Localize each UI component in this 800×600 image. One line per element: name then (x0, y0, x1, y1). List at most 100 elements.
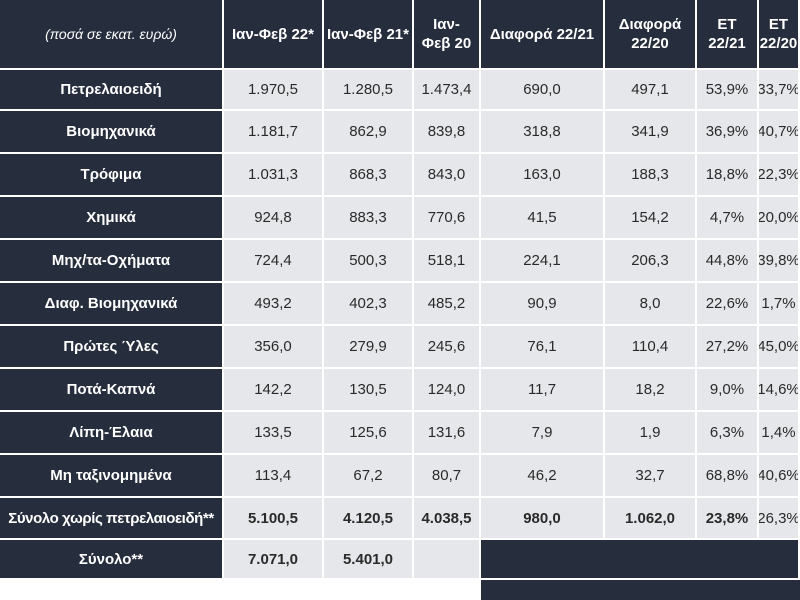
table-cell: 224,1 (481, 240, 605, 283)
row-label: Χημικά (0, 197, 224, 240)
row-label: Μη ταξινομημένα (0, 455, 224, 498)
table-cell: 53,9% (697, 70, 759, 111)
header-caption: (ποσά σε εκατ. ευρώ) (0, 0, 224, 70)
row-label: Μηχ/τα-Οχήματα (0, 240, 224, 283)
table-cell: 862,9 (324, 111, 414, 154)
table-cell: 46,2 (481, 455, 605, 498)
total-dark-block (481, 540, 800, 580)
bottom-dark-block (481, 580, 800, 600)
table-cell: 245,6 (414, 326, 481, 369)
table-cell: 76,1 (481, 326, 605, 369)
table-cell: 27,2% (697, 326, 759, 369)
table-cell: 356,0 (224, 326, 324, 369)
row-label: Τρόφιμα (0, 154, 224, 197)
table-cell: 41,5 (481, 197, 605, 240)
header-jan-feb-22: Ιαν-Φεβ 22* (224, 0, 324, 70)
table-cell: 26,3% (759, 498, 800, 540)
table-cell: 45,0% (759, 326, 800, 369)
header-jan-feb-21: Ιαν-Φεβ 21* (324, 0, 414, 70)
table-cell: 770,6 (414, 197, 481, 240)
table-cell: 133,5 (224, 412, 324, 455)
table-cell: 125,6 (324, 412, 414, 455)
table-cell: 980,0 (481, 498, 605, 540)
table-cell: 493,2 (224, 283, 324, 326)
table-cell: 67,2 (324, 455, 414, 498)
table-cell: 883,3 (324, 197, 414, 240)
table-cell: 40,7% (759, 111, 800, 154)
table-cell: 4.120,5 (324, 498, 414, 540)
table-cell: 130,5 (324, 369, 414, 412)
table-cell: 724,4 (224, 240, 324, 283)
header-change-22-20-line1: ΕΤ (768, 16, 789, 33)
row-label: Βιομηχανικά (0, 111, 224, 154)
table-cell: 7,9 (481, 412, 605, 455)
table-cell: 32,7 (605, 455, 697, 498)
table-cell: 1.181,7 (224, 111, 324, 154)
table-cell: 318,8 (481, 111, 605, 154)
header-diff-22-20-line2: 22/20 (631, 35, 669, 52)
table-cell: 206,3 (605, 240, 697, 283)
table-cell: 497,1 (605, 70, 697, 111)
table-cell: 90,9 (481, 283, 605, 326)
table-cell: 1,7% (759, 283, 800, 326)
table-cell: 154,2 (605, 197, 697, 240)
row-label: Σύνολο χωρίς πετρελαιοειδή** (0, 498, 224, 540)
table-cell: 1.970,5 (224, 70, 324, 111)
table-cell: 500,3 (324, 240, 414, 283)
table-cell: 4.038,5 (414, 498, 481, 540)
table-cell: 924,8 (224, 197, 324, 240)
table-cell: 1.062,0 (605, 498, 697, 540)
bottom-spacer (0, 580, 481, 600)
total-value-21: 5.401,0 (324, 540, 414, 580)
table-cell: 839,8 (414, 111, 481, 154)
header-change-22-20-line2: 22/20 (759, 35, 798, 52)
header-diff-22-21: Διαφορά 22/21 (481, 0, 605, 70)
table-cell: 1,9 (605, 412, 697, 455)
header-jan-feb-20-line2: Φεβ 20 (421, 35, 472, 52)
table-cell: 33,7% (759, 70, 800, 111)
table-cell: 485,2 (414, 283, 481, 326)
table-cell: 18,2 (605, 369, 697, 412)
table-cell: 868,3 (324, 154, 414, 197)
row-label: Πετρελαιοειδή (0, 70, 224, 111)
table-cell: 402,3 (324, 283, 414, 326)
row-label: Ποτά-Καπνά (0, 369, 224, 412)
table-cell: 1.031,3 (224, 154, 324, 197)
table-cell: 341,9 (605, 111, 697, 154)
table-cell: 163,0 (481, 154, 605, 197)
table-cell: 68,8% (697, 455, 759, 498)
table-cell: 1,4% (759, 412, 800, 455)
row-label: Διαφ. Βιομηχανικά (0, 283, 224, 326)
table-cell: 44,8% (697, 240, 759, 283)
table-cell: 8,0 (605, 283, 697, 326)
table-cell: 279,9 (324, 326, 414, 369)
table-cell: 1.280,5 (324, 70, 414, 111)
header-jan-feb-20-line1: Ιαν- (433, 16, 460, 33)
table-cell: 36,9% (697, 111, 759, 154)
table-cell: 131,6 (414, 412, 481, 455)
table-cell: 6,3% (697, 412, 759, 455)
table-cell: 1.473,4 (414, 70, 481, 111)
table-cell: 113,4 (224, 455, 324, 498)
header-change-22-21: ΕΤ 22/21 (697, 0, 759, 70)
table-cell: 39,8% (759, 240, 800, 283)
table-cell: 20,0% (759, 197, 800, 240)
table-cell: 18,8% (697, 154, 759, 197)
table-cell: 518,1 (414, 240, 481, 283)
table-cell: 11,7 (481, 369, 605, 412)
table-cell: 40,6% (759, 455, 800, 498)
table-cell: 142,2 (224, 369, 324, 412)
header-diff-22-20: Διαφορά 22/20 (605, 0, 697, 70)
header-jan-feb-20: Ιαν- Φεβ 20 (414, 0, 481, 70)
table-cell: 5.100,5 (224, 498, 324, 540)
header-change-22-20: ΕΤ 22/20 (759, 0, 800, 70)
table-cell: 4,7% (697, 197, 759, 240)
table-cell: 22,3% (759, 154, 800, 197)
table-cell: 22,6% (697, 283, 759, 326)
table-cell: 188,3 (605, 154, 697, 197)
table-cell: 124,0 (414, 369, 481, 412)
table-cell: 690,0 (481, 70, 605, 111)
table-cell: 9,0% (697, 369, 759, 412)
row-label: Πρώτες Ύλες (0, 326, 224, 369)
